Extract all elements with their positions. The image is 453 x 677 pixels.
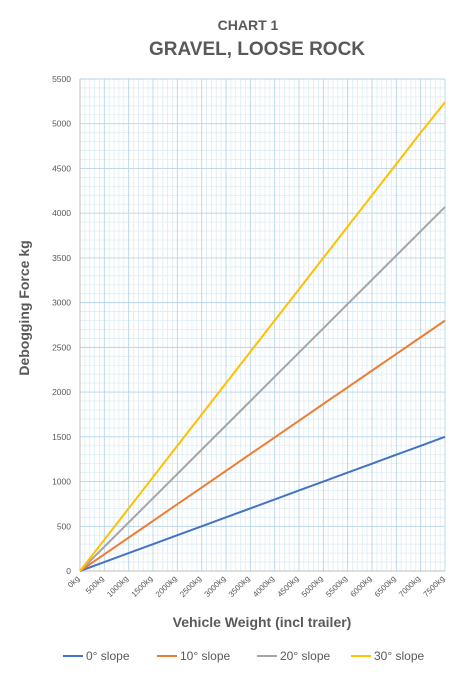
y-tick-label: 500: [57, 521, 71, 531]
x-tick-label: 5000kg: [300, 574, 325, 599]
x-tick-label: 5500kg: [324, 574, 349, 599]
x-tick-label: 7500kg: [421, 574, 446, 599]
y-tick-label: 2500: [52, 342, 71, 352]
legend-label-1: 10° slope: [180, 649, 230, 663]
legend: 0° slope 10° slope 20° slope 30° slope: [63, 649, 424, 663]
x-tick-labels: 0kg 500kg 1000kg 1500kg 2000kg 2500kg 3000kg 35…: [66, 574, 446, 599]
series-line-2: [79, 206, 446, 572]
y-tick-label: 1500: [52, 432, 71, 442]
y-tick-label: 3500: [52, 253, 71, 263]
y-tick-label: 0: [66, 566, 71, 576]
y-tick-label: 2000: [52, 387, 71, 397]
y-tick-label: 1000: [52, 477, 71, 487]
x-tick-label: 0kg: [66, 574, 81, 589]
series-lines: [79, 101, 446, 572]
y-tick-label: 3000: [52, 298, 71, 308]
y-tick-label: 4500: [52, 163, 71, 173]
series-line-0: [79, 435, 446, 572]
x-tick-label: 2000kg: [154, 574, 179, 599]
y-tick-label: 5000: [52, 119, 71, 129]
x-tick-label: 1000kg: [105, 574, 130, 599]
x-tick-label: 7000kg: [397, 574, 422, 599]
legend-label-2: 20° slope: [280, 649, 330, 663]
x-tick-label: 2500kg: [178, 574, 203, 599]
chart-title: CHART 1: [218, 17, 279, 33]
x-tick-label: 3000kg: [202, 574, 227, 599]
y-axis-label: Debogging Force kg: [16, 240, 32, 375]
x-tick-label: 1500kg: [129, 574, 154, 599]
legend-label-3: 30° slope: [374, 649, 424, 663]
legend-label-0: 0° slope: [86, 649, 130, 663]
y-tick-label: 5500: [52, 74, 71, 84]
x-tick-label: 500kg: [84, 574, 106, 596]
x-tick-label: 6500kg: [373, 574, 398, 599]
axes: [79, 79, 445, 572]
grid: [79, 78, 446, 572]
series-line-1: [79, 319, 446, 572]
x-tick-label: 6000kg: [348, 574, 373, 599]
x-axis-label: Vehicle Weight (incl trailer): [173, 614, 352, 630]
y-tick-labels: 0 500 1000 1500 2000 2500 3000 3500 4000 4500 5000…: [52, 74, 71, 576]
chart-subtitle: GRAVEL, LOOSE ROCK: [149, 39, 365, 60]
x-tick-label: 4000kg: [251, 574, 276, 599]
series-line-3: [79, 101, 446, 572]
x-tick-label: 4500kg: [275, 574, 300, 599]
x-tick-label: 3500kg: [227, 574, 252, 599]
y-tick-label: 4000: [52, 208, 71, 218]
